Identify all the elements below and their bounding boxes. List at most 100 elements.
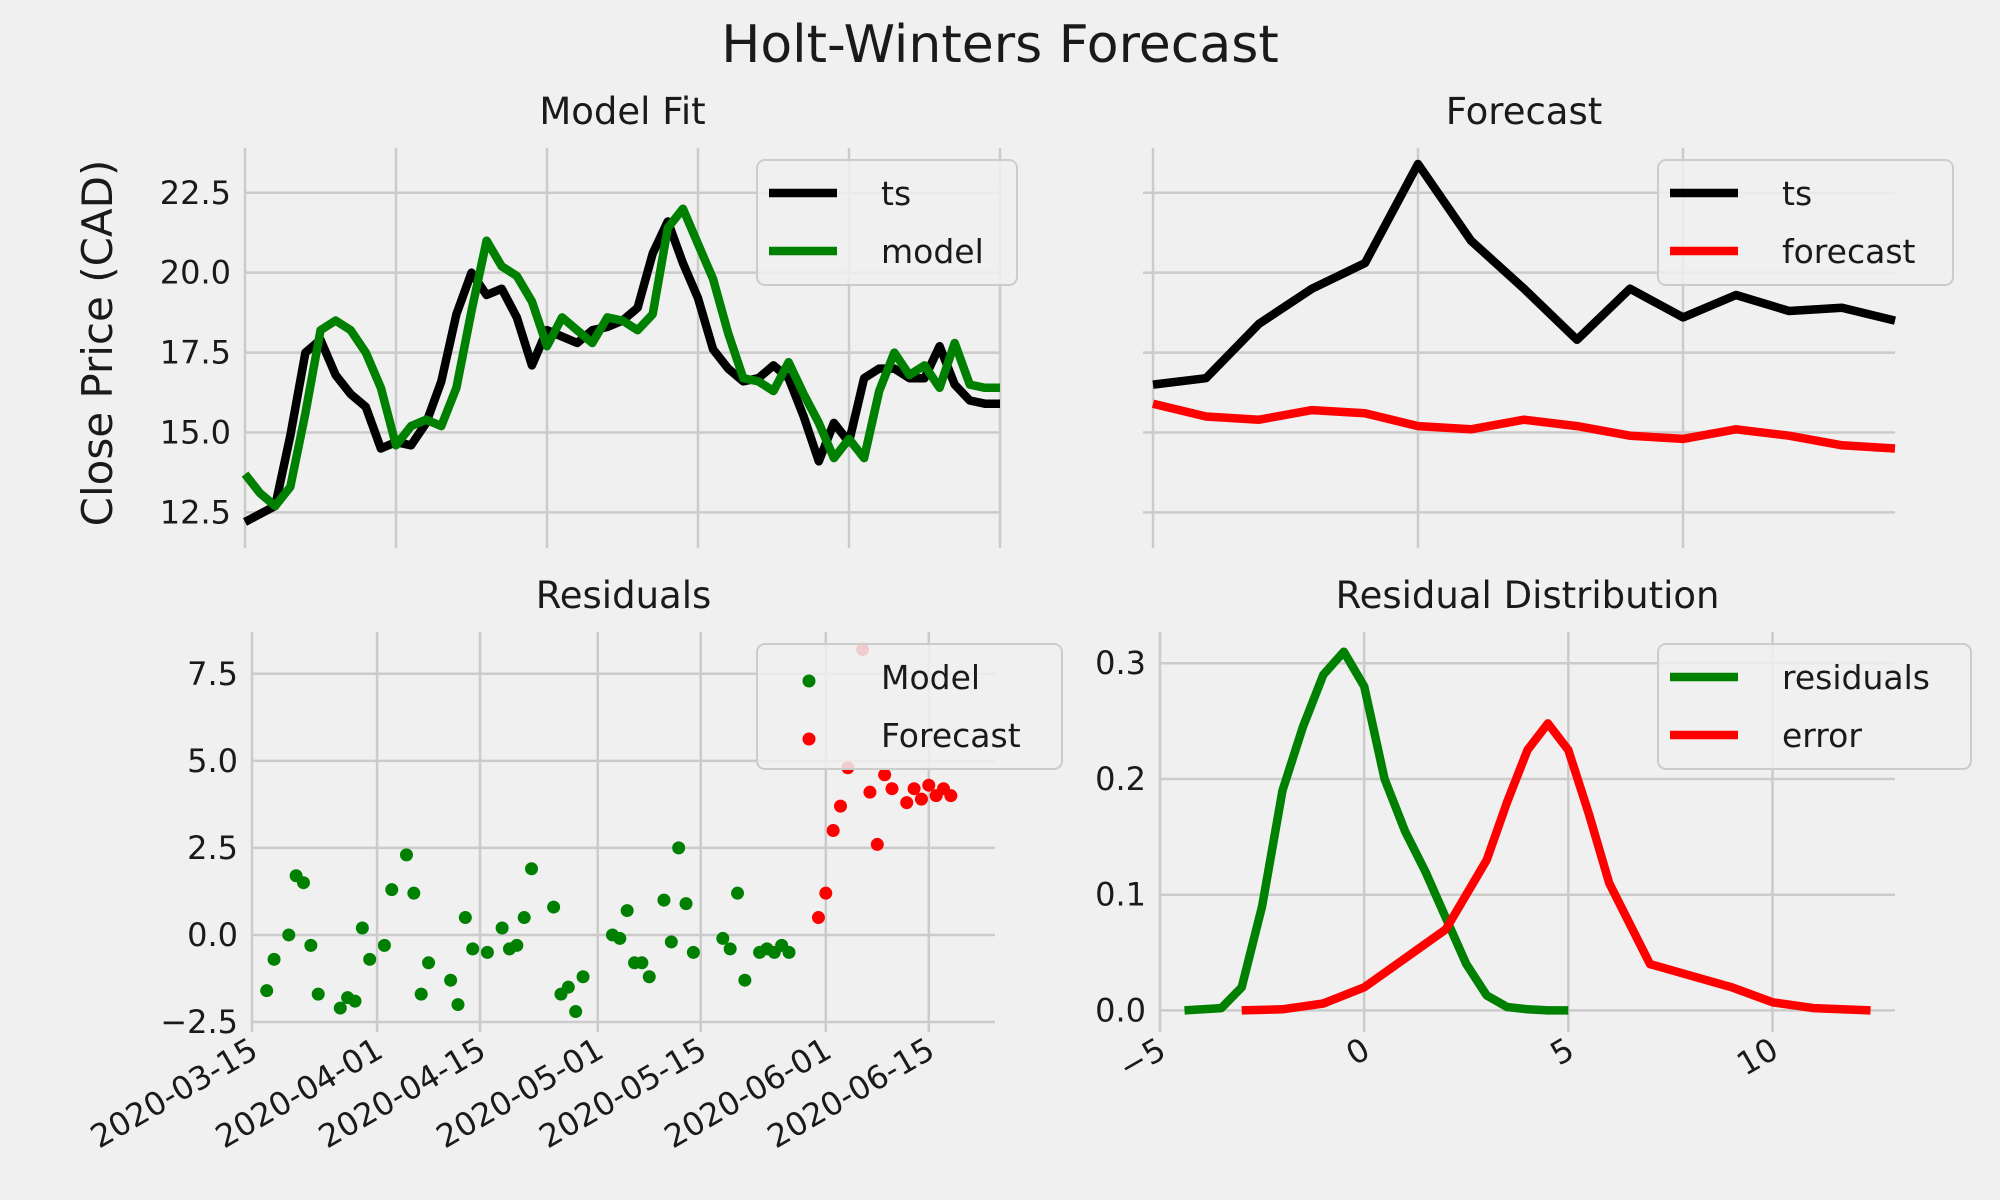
figure-title: Holt-Winters Forecast: [721, 15, 1279, 75]
scatter-point: [642, 970, 656, 984]
series-line: [1184, 647, 1569, 1015]
legend-label: Model: [881, 658, 980, 697]
scatter-point: [900, 796, 914, 810]
y-tick-label: 0.0: [187, 916, 238, 954]
scatter-point: [826, 823, 840, 837]
scatter-point: [679, 897, 693, 911]
legend-marker: [802, 674, 816, 688]
legend-box: [756, 643, 1063, 770]
series-residuals: [1184, 647, 1569, 1015]
legend: Model Forecast: [756, 643, 1063, 770]
scatter-point: [451, 998, 465, 1012]
scatter-point: [267, 952, 281, 966]
y-tick-label: 20.0: [160, 254, 231, 292]
scatter-point: [834, 799, 848, 813]
scatter-point: [620, 904, 634, 918]
y-tick-label: 17.5: [160, 334, 231, 372]
legend: ts forecast: [1657, 159, 1954, 286]
scatter-point: [348, 994, 362, 1008]
scatter-point: [304, 938, 318, 952]
series-model: [241, 204, 1000, 511]
legend-label: error: [1782, 716, 1862, 755]
series-line: [1152, 159, 1896, 389]
series-ts: [1152, 159, 1896, 389]
series-forecast: [1152, 399, 1896, 453]
scatter-point: [723, 942, 737, 956]
legend-label: forecast: [1782, 232, 1916, 271]
subplot-fit: Model Fit 12.5 15.0 17.5 20.0 22.5 Close Price…: [73, 90, 1018, 548]
subplot-title: Residuals: [536, 574, 712, 617]
scatter-point: [819, 886, 833, 900]
scatter-point: [782, 945, 796, 959]
scatter-point: [738, 973, 752, 987]
scatter-point: [944, 789, 958, 803]
subplot-title: Residual Distribution: [1336, 574, 1720, 617]
scatter-point: [878, 768, 892, 782]
legend: residuals error: [1657, 643, 1972, 770]
scatter-point: [561, 980, 575, 994]
series-line: [1152, 399, 1896, 453]
legend-marker: [802, 732, 816, 746]
legend-label: ts: [881, 174, 911, 213]
series-ts: [243, 217, 1000, 526]
series-line: [1241, 719, 1871, 1015]
y-tick-label: −2.5: [160, 1003, 238, 1041]
legend-label: Forecast: [881, 716, 1021, 755]
scatter-point: [525, 862, 539, 876]
scatter-point: [863, 785, 877, 799]
legend: ts model: [756, 159, 1018, 286]
y-tick-label: 0.1: [1095, 876, 1146, 914]
scatter-point: [414, 987, 428, 1001]
y-tick-label: 7.5: [187, 655, 238, 693]
y-tick-label: 5.0: [187, 742, 238, 780]
scatter-point: [407, 886, 421, 900]
scatter-point: [870, 837, 884, 851]
subplot-title: Forecast: [1446, 90, 1603, 133]
scatter-point: [686, 945, 700, 959]
y-tick-label: 2.5: [187, 829, 238, 867]
scatter-point: [260, 984, 274, 998]
scatter-point: [296, 876, 310, 890]
scatter-point: [664, 935, 678, 949]
scatter-point: [282, 928, 296, 942]
y-axis-label: Close Price (CAD): [73, 160, 122, 527]
scatter-point: [333, 1001, 347, 1015]
y-tick-label: 0.0: [1095, 991, 1146, 1029]
scatter-point: [885, 782, 899, 796]
scatter-point: [444, 973, 458, 987]
scatter-point: [399, 848, 413, 862]
scatter-point: [495, 921, 509, 935]
series-model: [260, 841, 796, 1019]
scatter-point: [480, 945, 494, 959]
legend-label: ts: [1782, 174, 1812, 213]
scatter-point: [907, 782, 921, 796]
scatter-point: [569, 1005, 583, 1019]
scatter-point: [922, 778, 936, 792]
series-error: [1241, 719, 1871, 1015]
scatter-point: [458, 911, 472, 925]
scatter-point: [657, 893, 671, 907]
y-tick-label: 0.3: [1095, 644, 1146, 682]
scatter-point: [385, 883, 399, 897]
y-tick-label: 12.5: [160, 493, 231, 531]
legend-label: residuals: [1782, 658, 1930, 697]
scatter-point: [355, 921, 369, 935]
scatter-point: [716, 931, 730, 945]
scatter-point: [510, 938, 524, 952]
scatter-point: [731, 886, 745, 900]
scatter-point: [363, 952, 377, 966]
scatter-point: [635, 956, 649, 970]
scatter-point: [422, 956, 436, 970]
series-line: [241, 204, 1000, 511]
scatter-point: [576, 970, 590, 984]
subplot-title: Model Fit: [539, 90, 705, 133]
scatter-point: [311, 987, 325, 1001]
scatter-point: [811, 911, 825, 925]
y-tick-label: 0.2: [1095, 760, 1146, 798]
scatter-point: [547, 900, 561, 914]
y-tick-label: 15.0: [160, 414, 231, 452]
subplot-forecast: Forecast ts forecast: [1143, 90, 1954, 548]
scatter-point: [517, 911, 531, 925]
series-line: [243, 217, 1000, 526]
